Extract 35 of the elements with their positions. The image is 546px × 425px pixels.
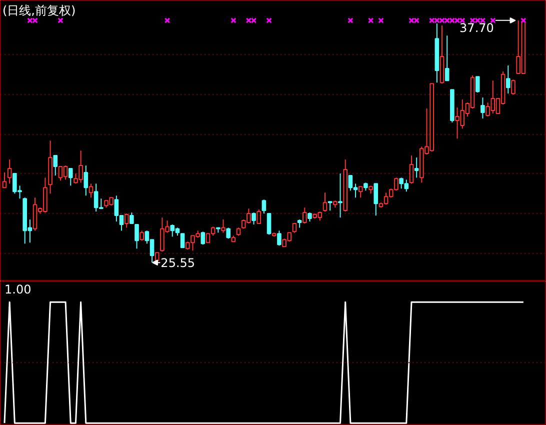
candlestick <box>256 209 262 224</box>
candlestick <box>302 207 307 224</box>
candlestick <box>374 183 378 216</box>
candlestick <box>480 97 485 119</box>
candlestick <box>7 159 12 184</box>
candlestick <box>322 192 328 212</box>
candlestick <box>414 157 419 178</box>
candlestick <box>409 155 414 184</box>
candlestick <box>88 183 94 198</box>
candlestick <box>511 79 516 96</box>
candlestick <box>124 213 129 228</box>
candlestick <box>252 212 256 226</box>
chart-title: (日线,前复权) <box>2 4 76 18</box>
candlestick <box>84 165 88 196</box>
candlestick <box>53 155 58 176</box>
candlestick <box>292 223 297 234</box>
candlestick <box>221 219 226 234</box>
candlestick <box>358 186 363 198</box>
candlestick <box>475 76 480 94</box>
candlestick <box>200 231 206 246</box>
candlestick <box>266 213 272 236</box>
candlestick <box>277 230 282 246</box>
candlestick <box>134 224 139 250</box>
candlestick <box>338 172 342 218</box>
candlestick <box>506 64 510 94</box>
candlestick <box>140 230 144 242</box>
candlestick <box>262 199 266 214</box>
annotation: 25.55 <box>160 256 196 270</box>
text: 1.00 <box>4 282 32 296</box>
candlestick <box>180 233 185 248</box>
candlestick <box>68 168 73 186</box>
candlestick <box>226 227 230 240</box>
candlestick <box>130 212 134 224</box>
annotation: 37.70 <box>460 20 494 35</box>
candlestick <box>444 35 450 82</box>
